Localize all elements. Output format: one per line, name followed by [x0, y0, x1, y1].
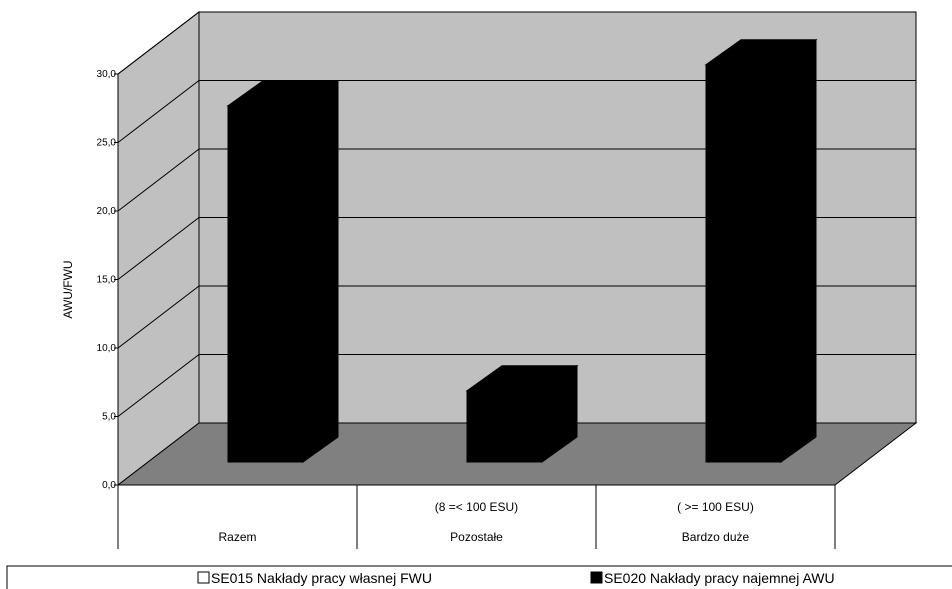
- y-tick-label: 10,0: [97, 343, 117, 354]
- gridline: [117, 285, 916, 349]
- legend-box: [6, 565, 952, 589]
- legend-swatch: [590, 571, 603, 584]
- y-tick-label: 30,0: [97, 69, 117, 80]
- bar-front: [705, 64, 782, 463]
- category-label: Razem: [218, 530, 256, 544]
- gridline: [117, 148, 916, 212]
- legend-entry: SE015 Nakłady pracy własnej FWU: [197, 570, 432, 586]
- y-axis-title: AWU/FWU: [61, 260, 75, 318]
- gridline: [117, 217, 916, 280]
- gridline: [117, 354, 916, 417]
- bar: [226, 79, 340, 463]
- bars: [226, 38, 818, 463]
- legend-label: SE020 Nakłady pracy najemnej AWU: [604, 570, 835, 586]
- legend-label: SE015 Nakłady pracy własnej FWU: [211, 570, 432, 586]
- bar-side: [780, 38, 817, 463]
- bar: [704, 38, 818, 463]
- bar-side: [302, 79, 339, 463]
- bar-side: [541, 364, 578, 463]
- bar-front: [227, 105, 304, 463]
- y-tick-label: 25,0: [97, 138, 117, 149]
- y-axis: 0,0 5,0 10,0 15,0 20,0 25,0 30,0 AWU/FWU: [61, 69, 119, 491]
- bar-front: [466, 390, 543, 463]
- y-tick-label: 0,0: [102, 480, 116, 491]
- category-label: Pozostałe: [450, 530, 503, 544]
- category-axis: Razem (8 =< 100 ESU) Pozostałe ( >= 100 ESU…: [117, 484, 836, 549]
- category-label: ( >= 100 ESU): [677, 500, 754, 514]
- legend-swatch: [197, 571, 210, 584]
- gridlines: [117, 11, 916, 417]
- bar: [465, 364, 579, 463]
- y-tick-label: 5,0: [102, 412, 116, 423]
- legend: SE015 Nakłady pracy własnej FWU SE020 Nak…: [6, 565, 952, 589]
- y-tick-label: 15,0: [97, 275, 117, 286]
- legend-entry: SE020 Nakłady pracy najemnej AWU: [590, 570, 835, 586]
- y-tick-label: 20,0: [97, 206, 117, 217]
- category-label: Bardzo duże: [682, 530, 750, 544]
- gridline: [117, 11, 916, 75]
- gridline: [117, 80, 916, 143]
- category-label: (8 =< 100 ESU): [435, 500, 518, 514]
